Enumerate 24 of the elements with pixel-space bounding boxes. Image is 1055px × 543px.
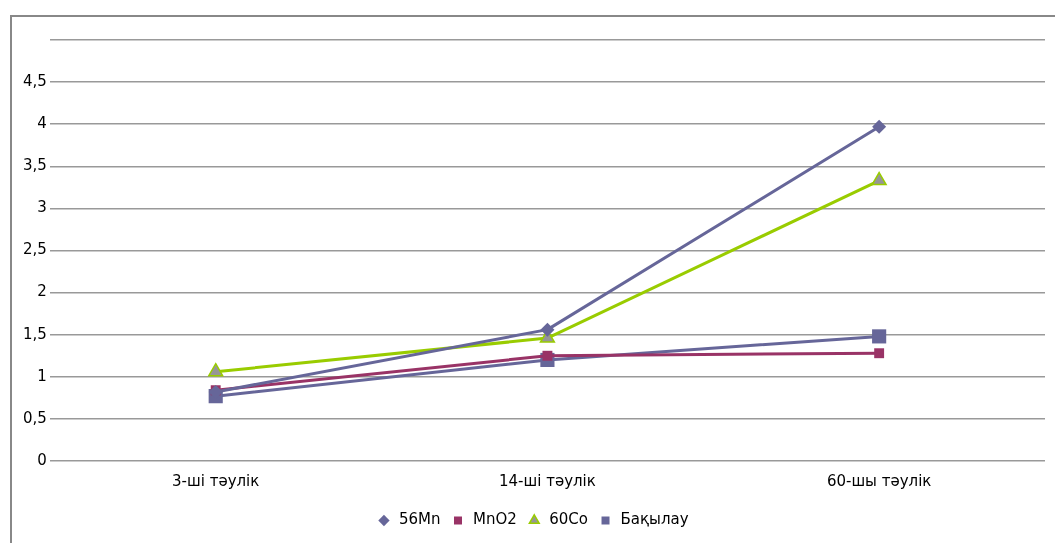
y-tick-label: 0 [37,450,47,469]
y-tick-label: 2,5 [23,240,47,259]
x-tick-label: 3-ші тәулік [172,471,260,490]
legend-label: 56Mn [398,510,441,529]
x-tick-label: 60-шы тәулік [826,471,932,490]
point [874,348,885,359]
y-tick-label: 2 [37,282,47,301]
point [208,363,224,377]
y-tick-label: 3,5 [23,156,47,175]
legend-label: 60Co [549,510,589,529]
point [872,119,887,134]
y-tick-label: 3 [37,198,47,217]
point [540,322,555,337]
x-tick-label: 14-ші тәулік [499,471,596,490]
y-tick-label: 4 [37,114,47,133]
legend-label: Бақылау [620,510,689,529]
y-tick-label: 1 [37,366,47,385]
legend-label: MnO2 [472,510,517,529]
y-tick-label: 0,5 [23,408,47,427]
point [872,329,887,344]
y-tick-label: 4,5 [23,71,47,90]
point [871,171,887,186]
y-tick-label: 1,5 [23,324,47,343]
point [542,350,553,361]
